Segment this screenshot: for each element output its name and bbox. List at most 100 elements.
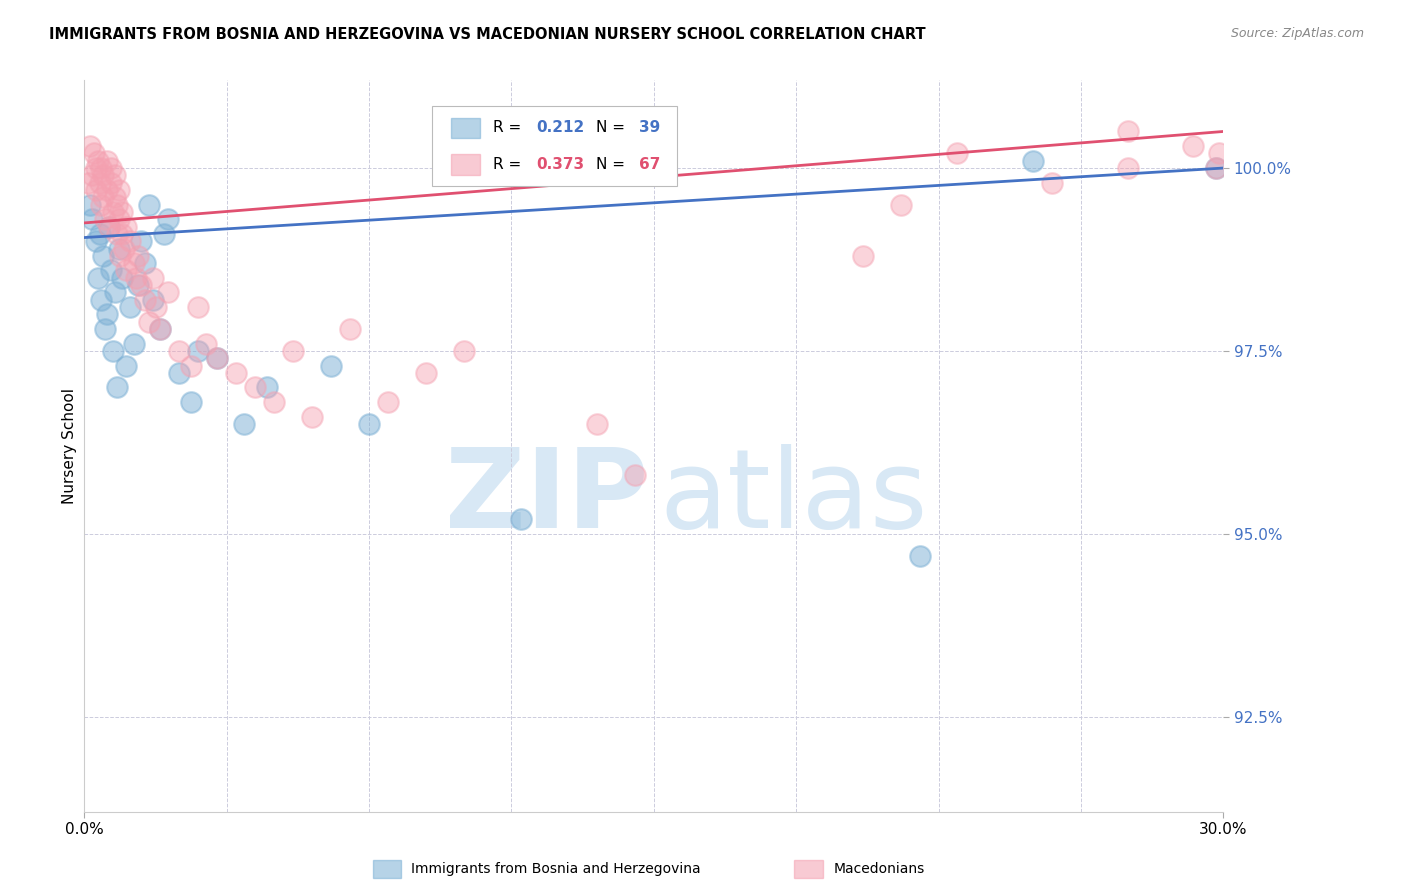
Text: N =: N = (596, 120, 630, 136)
Point (1205, 161, 1227, 175)
Point (107, 183, 129, 197)
FancyBboxPatch shape (432, 106, 676, 186)
Point (86, 153, 108, 168)
Point (127, 278, 149, 293)
Point (111, 205, 134, 219)
Point (98, 219, 121, 234)
Point (138, 315, 160, 329)
Text: 67: 67 (638, 157, 661, 172)
Point (122, 336, 145, 351)
Point (852, 249, 875, 263)
Point (149, 322, 172, 336)
Point (946, 146, 969, 161)
Point (86, 270, 108, 285)
Text: N =: N = (596, 157, 630, 172)
Point (156, 212, 179, 227)
Point (105, 197, 128, 211)
Text: R =: R = (494, 120, 526, 136)
Text: atlas: atlas (659, 443, 928, 550)
Point (263, 395, 285, 409)
Point (100, 161, 122, 175)
Point (101, 343, 124, 358)
Point (169, 366, 191, 380)
Point (96, 183, 118, 197)
Point (115, 263, 138, 277)
Point (1208, 146, 1230, 161)
Point (104, 285, 127, 300)
Point (118, 300, 141, 314)
Point (194, 336, 217, 351)
Y-axis label: Nursery School: Nursery School (62, 388, 77, 504)
Point (142, 293, 165, 307)
Point (908, 549, 931, 563)
Point (90, 197, 112, 211)
Text: Source: ZipAtlas.com: Source: ZipAtlas.com (1230, 27, 1364, 40)
Point (118, 234, 141, 248)
Point (80, 212, 103, 227)
Point (111, 270, 134, 285)
Point (89, 227, 111, 241)
Point (89, 176, 111, 190)
Text: 0.373: 0.373 (537, 157, 585, 172)
Point (105, 227, 128, 241)
Point (94, 322, 117, 336)
Point (283, 343, 305, 358)
Point (180, 395, 202, 409)
Point (225, 366, 247, 380)
Point (624, 468, 647, 483)
Point (115, 359, 138, 373)
Point (79, 139, 101, 153)
Text: 39: 39 (638, 120, 661, 136)
Point (96, 153, 118, 168)
Point (79, 197, 101, 211)
Point (115, 219, 138, 234)
Point (890, 197, 912, 211)
Point (207, 351, 229, 366)
Point (98, 219, 121, 234)
Point (232, 417, 254, 431)
Point (101, 205, 124, 219)
Point (127, 249, 149, 263)
Point (94, 212, 117, 227)
Point (100, 263, 122, 277)
Point (510, 512, 533, 526)
Point (84, 161, 107, 175)
Point (110, 249, 132, 263)
Point (245, 380, 267, 394)
Point (107, 242, 129, 256)
Text: ZIP: ZIP (444, 443, 648, 550)
Point (180, 359, 202, 373)
Point (1118, 124, 1140, 138)
Point (142, 270, 165, 285)
Point (256, 380, 278, 394)
Point (105, 380, 128, 394)
Point (90, 161, 112, 175)
Point (321, 359, 343, 373)
Point (153, 227, 176, 241)
Point (104, 169, 127, 183)
Point (453, 343, 475, 358)
Point (129, 234, 153, 248)
Point (1022, 153, 1045, 168)
Point (377, 395, 399, 409)
Point (145, 300, 167, 314)
Point (156, 285, 179, 300)
Point (80, 169, 103, 183)
Point (187, 300, 209, 314)
Point (93, 249, 115, 263)
Point (169, 343, 191, 358)
Point (301, 409, 323, 424)
Point (124, 270, 146, 285)
Point (83, 146, 105, 161)
Point (84, 234, 107, 248)
Point (134, 293, 156, 307)
Point (415, 366, 437, 380)
Point (111, 227, 134, 241)
Point (138, 197, 160, 211)
Point (107, 212, 129, 227)
Point (359, 417, 381, 431)
Text: 0.212: 0.212 (537, 120, 585, 136)
Point (339, 322, 361, 336)
Point (1205, 161, 1227, 175)
FancyBboxPatch shape (451, 118, 479, 138)
